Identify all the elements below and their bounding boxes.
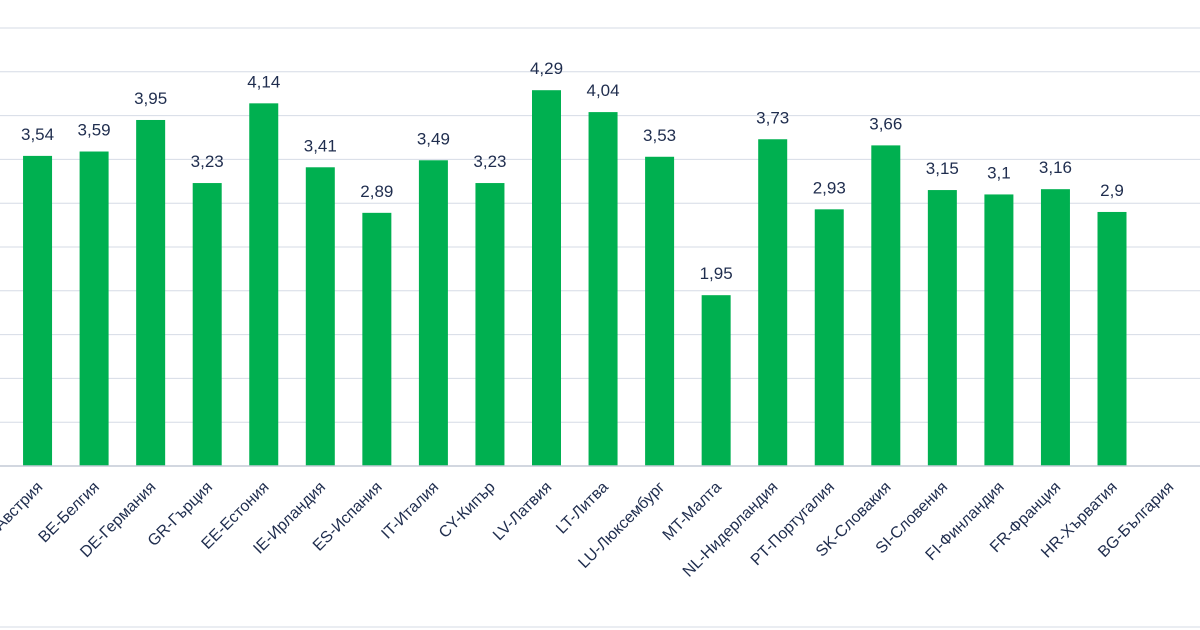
value-label: 2,89 — [360, 182, 393, 201]
bar — [984, 194, 1014, 466]
category-label: IT-Италия — [378, 479, 442, 543]
bar — [305, 167, 335, 466]
bar — [249, 103, 279, 466]
category-label: LT-Литва — [553, 479, 612, 538]
value-label: 2,9 — [1100, 181, 1124, 200]
value-label: 3,66 — [869, 114, 902, 133]
category-label: NL-Нидерландия — [680, 479, 782, 581]
value-labels: 3,483,543,593,953,234,143,412,893,493,23… — [21, 59, 1124, 283]
bar — [1097, 211, 1127, 466]
value-label: 3,16 — [1039, 158, 1072, 177]
bar — [362, 212, 392, 466]
bar — [927, 190, 957, 466]
value-label: 4,14 — [247, 72, 280, 91]
bar — [532, 90, 561, 467]
bars — [23, 90, 1127, 467]
value-label: 4,29 — [530, 59, 563, 78]
bar — [79, 151, 109, 467]
value-label: 3,41 — [304, 136, 337, 155]
bar — [871, 145, 901, 466]
bar — [588, 112, 618, 466]
value-label: 3,59 — [78, 121, 111, 140]
value-label: 3,23 — [473, 152, 506, 171]
value-label: 3,49 — [417, 129, 450, 148]
bar — [136, 119, 166, 466]
bar — [645, 156, 675, 466]
bar — [418, 160, 448, 466]
value-label: 2,93 — [813, 178, 846, 197]
value-label: 3,1 — [987, 163, 1011, 182]
value-label: 1,95 — [700, 264, 733, 283]
bar — [701, 295, 731, 466]
bar — [1040, 189, 1070, 466]
category-label: AT-Австрия — [0, 479, 46, 551]
value-label: 3,54 — [21, 125, 54, 144]
value-label: 4,04 — [587, 81, 620, 100]
category-labels: ЕврозонаAT-АвстрияBE-БелгияDE-ГерманияGR… — [0, 479, 1177, 581]
bar — [23, 155, 53, 466]
category-label: LV-Латвия — [490, 479, 555, 544]
bar — [814, 209, 844, 466]
value-label: 3,95 — [134, 89, 167, 108]
bar — [475, 183, 505, 466]
bar — [758, 139, 788, 466]
value-label: 3,23 — [191, 152, 224, 171]
value-label: 3,15 — [926, 159, 959, 178]
bar — [192, 183, 222, 466]
value-label: 3,73 — [756, 108, 789, 127]
value-label: 3,53 — [643, 126, 676, 145]
